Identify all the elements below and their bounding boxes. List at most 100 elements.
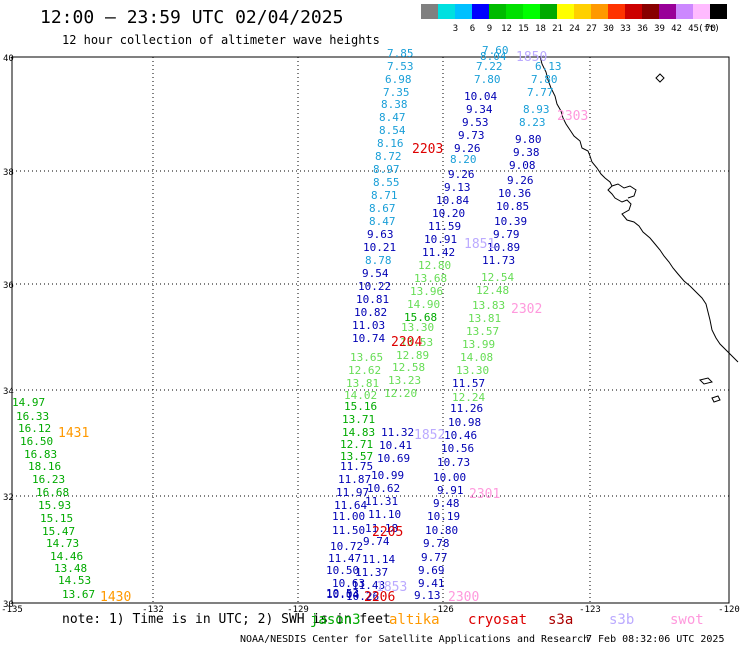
pass-time-label: 1430 bbox=[100, 590, 131, 605]
pass-time-label: 2300 bbox=[448, 590, 479, 605]
scale-swatch bbox=[642, 4, 659, 19]
wave-height-value: 16.23 bbox=[32, 473, 65, 486]
wave-height-value: 15.68 bbox=[404, 311, 437, 324]
wave-height-value: 9.80 bbox=[515, 133, 542, 146]
scale-label: 70 bbox=[705, 24, 716, 34]
wave-height-value: 13.68 bbox=[414, 272, 447, 285]
longitude-label: -120 bbox=[718, 605, 740, 615]
wave-height-value: 9.91 bbox=[437, 484, 464, 497]
longitude-label: -132 bbox=[142, 605, 164, 615]
latitude-label: 34 bbox=[3, 387, 14, 397]
scale-swatch bbox=[540, 4, 557, 19]
scale-swatch bbox=[710, 4, 727, 19]
wave-height-value: 8.47 bbox=[379, 111, 406, 124]
wave-height-value: 8.93 bbox=[523, 103, 550, 116]
wave-height-value: 12.48 bbox=[476, 284, 509, 297]
wave-height-value: 11.59 bbox=[428, 220, 461, 233]
wave-height-value: 10.74 bbox=[352, 332, 385, 345]
scale-label: 12 bbox=[501, 24, 512, 34]
wave-height-value: 11.10 bbox=[368, 508, 401, 521]
wave-height-value: 11.50 bbox=[332, 524, 365, 537]
wave-height-value: 9.26 bbox=[448, 168, 475, 181]
wave-height-value: 9.34 bbox=[466, 103, 493, 116]
page-title: 12:00 — 23:59 UTC 02/04/2025 bbox=[40, 7, 344, 28]
wave-height-value: 14.02 bbox=[344, 389, 377, 402]
wave-height-value: 7.35 bbox=[383, 86, 410, 99]
generated-timestamp: 7 Feb 08:32:06 UTC 2025 bbox=[586, 634, 725, 645]
wave-height-value: 11.31 bbox=[365, 495, 398, 508]
wave-height-value: 10.39 bbox=[494, 215, 527, 228]
wave-height-value: 8.47 bbox=[369, 215, 396, 228]
wave-height-value: 15.93 bbox=[38, 499, 71, 512]
wave-height-value: 14.46 bbox=[50, 550, 83, 563]
wave-height-value: 7.77 bbox=[527, 86, 554, 99]
wave-height-value: 9.13 bbox=[444, 181, 471, 194]
wave-height-value: 10.80 bbox=[425, 524, 458, 537]
wave-height-value: 14.53 bbox=[58, 574, 91, 587]
wave-height-value: 15.16 bbox=[344, 400, 377, 413]
wave-height-value: 9.63 bbox=[367, 228, 394, 241]
longitude-label: -135 bbox=[1, 605, 23, 615]
wave-height-value: 14.90 bbox=[407, 298, 440, 311]
wave-height-value: 9.38 bbox=[513, 146, 540, 159]
scale-swatch bbox=[591, 4, 608, 19]
wave-height-value: 10.62 bbox=[367, 482, 400, 495]
longitude-label: -126 bbox=[432, 605, 454, 615]
wave-height-value: 13.23 bbox=[388, 374, 421, 387]
wave-height-value: 10.20 bbox=[432, 207, 465, 220]
bay-inlet bbox=[611, 183, 637, 199]
wave-height-value: 11.32 bbox=[381, 426, 414, 439]
scale-swatch bbox=[676, 4, 693, 19]
latitude-label: 40 bbox=[3, 54, 14, 64]
wave-height-value: 8.67 bbox=[369, 202, 396, 215]
wave-height-value: 10.69 bbox=[377, 452, 410, 465]
wave-height-value: 7.80 bbox=[474, 73, 501, 86]
wave-height-value: 9.13 bbox=[414, 589, 441, 602]
satellite-legend-item: s3b bbox=[609, 612, 635, 628]
latitude-label: 32 bbox=[3, 493, 14, 503]
wave-height-value: 13.30 bbox=[401, 321, 434, 334]
wave-height-value: 13.53 bbox=[400, 336, 433, 349]
wave-height-value: 11.03 bbox=[352, 319, 385, 332]
wave-height-value: 8.55 bbox=[373, 176, 400, 189]
scale-label: 27 bbox=[586, 24, 597, 34]
wave-height-value: 10.72 bbox=[330, 540, 363, 553]
satellite-legend-item: swot bbox=[670, 612, 704, 628]
pass-time-label: 1431 bbox=[58, 426, 89, 441]
wave-height-value: 11.18 bbox=[365, 522, 398, 535]
graticule bbox=[11, 56, 730, 604]
satellite-legend-item: s3a bbox=[548, 612, 574, 628]
wave-height-value: 10.81 bbox=[356, 293, 389, 306]
wave-height-value: 11.47 bbox=[328, 552, 361, 565]
wave-height-value: 9.26 bbox=[454, 142, 481, 155]
scale-label: 42 bbox=[671, 24, 682, 34]
wave-height-value: 7.22 bbox=[476, 60, 503, 73]
pass-time-label: 1851 bbox=[464, 237, 495, 252]
scale-swatch bbox=[421, 4, 438, 19]
pass-time-label: 2303 bbox=[557, 109, 588, 124]
scale-label: 24 bbox=[569, 24, 580, 34]
wave-height-value: 13.67 bbox=[62, 588, 95, 601]
scale-swatch bbox=[455, 4, 472, 19]
wave-height-value: 10.41 bbox=[379, 439, 412, 452]
scale-swatch bbox=[472, 4, 489, 19]
wave-height-value: 11.00 bbox=[332, 510, 365, 523]
wave-height-value: 12.54 bbox=[481, 271, 514, 284]
pass-time-label: 1853 bbox=[376, 580, 407, 595]
wave-height-value: 10.99 bbox=[371, 469, 404, 482]
wave-height-value: 14.97 bbox=[12, 396, 45, 409]
wave-height-value: 9.53 bbox=[462, 116, 489, 129]
scale-swatch bbox=[557, 4, 574, 19]
wave-height-value: 15.47 bbox=[42, 525, 75, 538]
latitude-label: 38 bbox=[3, 168, 14, 178]
wave-height-value: 10.82 bbox=[354, 306, 387, 319]
scale-swatch bbox=[659, 4, 676, 19]
wave-height-value: 13.71 bbox=[342, 413, 375, 426]
wave-height-value: 10.85 bbox=[496, 200, 529, 213]
island bbox=[655, 73, 665, 83]
wave-height-value: 12.58 bbox=[392, 361, 425, 374]
wave-height-value: 8.97 bbox=[373, 163, 400, 176]
wave-height-value: 10.50 bbox=[326, 564, 359, 577]
wave-height-value: 8.54 bbox=[379, 124, 406, 137]
wave-height-value: 11.87 bbox=[338, 473, 371, 486]
